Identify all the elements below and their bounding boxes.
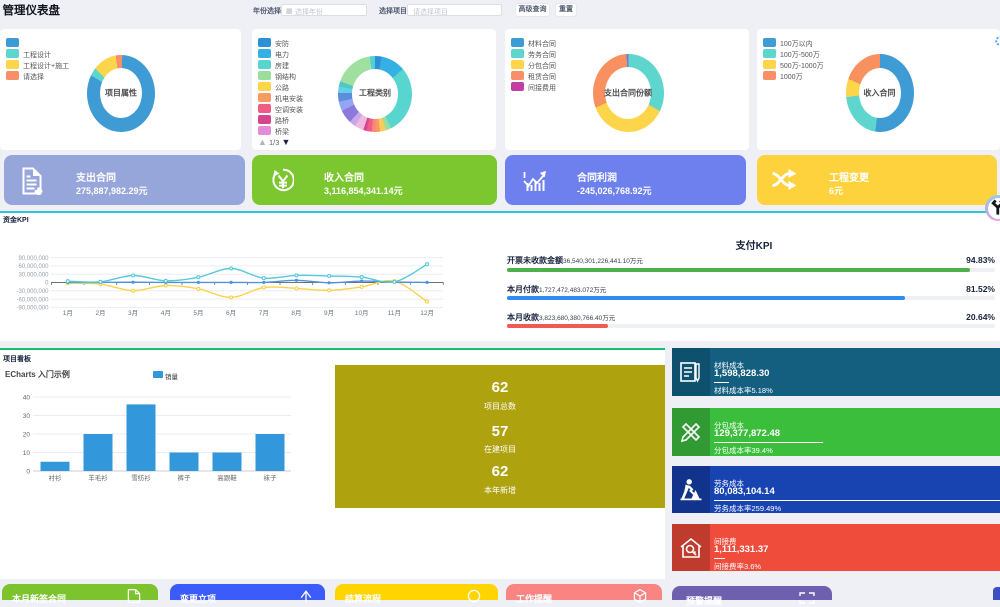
svg-text:11月: 11月 bbox=[388, 309, 401, 317]
svg-text:30: 30 bbox=[23, 413, 31, 420]
svg-text:0: 0 bbox=[26, 469, 30, 476]
svg-text:衬衫: 衬衫 bbox=[49, 473, 63, 482]
svg-text:4月: 4月 bbox=[161, 309, 171, 317]
svg-text:6月: 6月 bbox=[226, 309, 236, 317]
svg-text:40: 40 bbox=[23, 395, 31, 402]
svg-text:0: 0 bbox=[45, 281, 49, 287]
svg-text:60,000,000: 60,000,000 bbox=[18, 264, 49, 270]
svg-text:1月: 1月 bbox=[63, 309, 73, 317]
svg-text:8月: 8月 bbox=[291, 309, 301, 317]
svg-text:12月: 12月 bbox=[420, 309, 434, 317]
svg-text:20: 20 bbox=[23, 432, 31, 439]
svg-text:10: 10 bbox=[23, 450, 31, 457]
svg-text:雪纺衫: 雪纺衫 bbox=[131, 473, 151, 482]
svg-text:5月: 5月 bbox=[193, 309, 203, 317]
svg-text:2月: 2月 bbox=[95, 309, 105, 317]
svg-text:9月: 9月 bbox=[324, 309, 334, 317]
svg-text:高跟鞋: 高跟鞋 bbox=[217, 473, 237, 482]
svg-text:10月: 10月 bbox=[355, 309, 369, 317]
svg-text:袜子: 袜子 bbox=[264, 473, 278, 482]
svg-text:3月: 3月 bbox=[128, 309, 138, 317]
svg-text:-90,000,000: -90,000,000 bbox=[16, 306, 49, 312]
svg-text:-60,000,000: -60,000,000 bbox=[16, 297, 49, 303]
svg-text:-30,000,000: -30,000,000 bbox=[16, 289, 49, 295]
svg-text:羊毛衫: 羊毛衫 bbox=[88, 473, 108, 482]
svg-text:30,000,000: 30,000,000 bbox=[18, 272, 49, 278]
svg-text:90,000,000: 90,000,000 bbox=[18, 256, 49, 262]
svg-text:裤子: 裤子 bbox=[178, 473, 192, 482]
svg-text:7月: 7月 bbox=[259, 309, 269, 317]
